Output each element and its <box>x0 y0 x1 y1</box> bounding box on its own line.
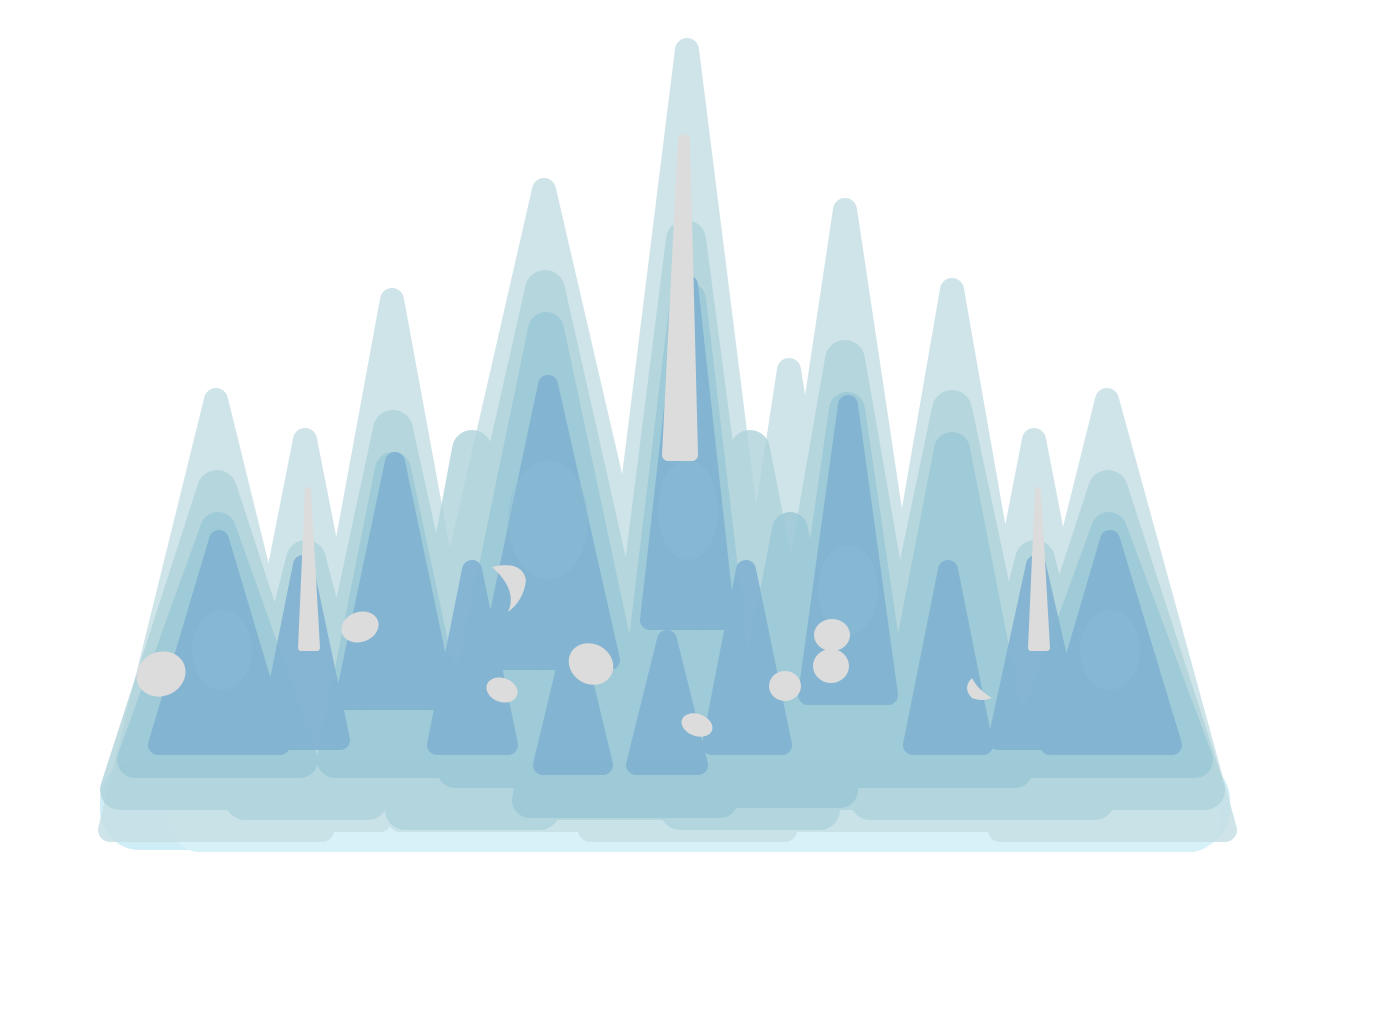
crystal-spike <box>903 560 993 755</box>
crystal-spike <box>335 452 455 710</box>
highlight-dot <box>813 649 849 683</box>
highlight-dot <box>492 565 526 612</box>
crystal-spike <box>533 630 613 775</box>
highlight-dot <box>814 619 850 651</box>
highlight-dot <box>486 677 518 703</box>
crystal-spike <box>258 555 350 750</box>
crystal-spike <box>1040 530 1182 755</box>
highlight-dot <box>681 713 713 737</box>
highlights <box>136 134 1050 737</box>
highlight-dot <box>568 643 614 685</box>
highlight-dot <box>967 678 992 700</box>
highlight-streak <box>1028 487 1050 651</box>
inner-glow <box>192 460 1140 690</box>
highlight-dot <box>769 671 801 701</box>
highlight-streak <box>662 134 698 461</box>
crystal-spike <box>148 530 290 755</box>
highlight-dot <box>341 611 379 643</box>
highlight-dot <box>136 651 186 697</box>
crystal-spike <box>702 560 792 755</box>
highlight-streak <box>298 487 320 651</box>
crystal-spike <box>626 630 708 775</box>
